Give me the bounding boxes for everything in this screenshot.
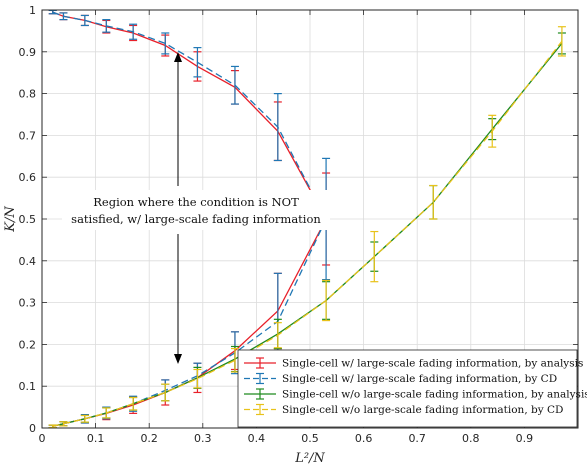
error-bar <box>102 407 111 419</box>
error-bar <box>59 12 68 21</box>
error-bar <box>557 26 566 57</box>
error-bar <box>273 92 282 162</box>
annotation-line-2: satisfied, w/ large-scale fading informa… <box>71 212 321 226</box>
error-bar <box>59 421 68 427</box>
y-axis-label: K/N <box>3 206 18 233</box>
error-bar <box>193 47 202 78</box>
x-tick-label: 0.3 <box>194 432 212 445</box>
error-bar <box>488 114 497 148</box>
error-bar <box>48 9 57 15</box>
x-tick-label: 0.5 <box>301 432 319 445</box>
y-tick-label: 0.7 <box>19 129 37 142</box>
x-tick-label: 0.9 <box>516 432 534 445</box>
y-tick-label: 0.4 <box>19 255 37 268</box>
y-tick-label: 0.5 <box>19 213 37 226</box>
error-bar <box>80 414 89 423</box>
x-tick-label: 0.1 <box>87 432 105 445</box>
error-bar <box>273 322 282 349</box>
x-tick-label: 0.7 <box>408 432 426 445</box>
error-bar <box>80 14 89 27</box>
series-line <box>52 40 563 427</box>
error-bar <box>370 230 379 283</box>
legend-label: Single-cell w/o large-scale fading infor… <box>282 389 587 401</box>
x-tick-label: 0.6 <box>355 432 373 445</box>
legend-label: Single-cell w/o large-scale fading infor… <box>282 404 563 416</box>
error-bar <box>161 383 170 402</box>
y-tick-label: 0.2 <box>19 338 37 351</box>
legend-entry: Single-cell w/ large-scale fading inform… <box>244 357 583 370</box>
error-bar <box>48 424 57 429</box>
legend-entry: Single-cell w/ large-scale fading inform… <box>244 372 557 385</box>
legend-label: Single-cell w/ large-scale fading inform… <box>282 373 557 385</box>
x-axis-label: L²/N <box>294 451 325 466</box>
y-tick-label: 0 <box>29 422 36 435</box>
annotation-line-1: Region where the condition is NOT <box>93 195 299 209</box>
legend: Single-cell w/ large-scale fading inform… <box>237 349 587 428</box>
annotation-background <box>62 190 330 230</box>
annotation: Region where the condition is NOT satisf… <box>62 52 330 364</box>
error-bar <box>429 184 438 220</box>
legend-label: Single-cell w/ large-scale fading inform… <box>282 358 583 370</box>
legend-box <box>237 349 578 428</box>
annotation-arrow-down-head <box>174 354 182 364</box>
legend-entry: Single-cell w/o large-scale fading infor… <box>244 403 563 416</box>
y-tick-label: 0.1 <box>19 380 37 393</box>
y-tick-label: 0.6 <box>19 171 37 184</box>
y-tick-label: 0.8 <box>19 88 37 101</box>
y-tick-label: 1 <box>29 4 36 17</box>
legend-entry: Single-cell w/o large-scale fading infor… <box>244 388 587 401</box>
series-4 <box>48 26 566 429</box>
error-bar <box>102 19 111 33</box>
x-tick-label: 0 <box>39 432 46 445</box>
error-bar <box>230 65 239 105</box>
error-bar <box>129 396 138 411</box>
x-tick-label: 0.8 <box>462 432 480 445</box>
x-tick-label: 0.2 <box>140 432 158 445</box>
annotation-arrow-up-head <box>174 52 182 62</box>
y-tick-label: 0.3 <box>19 297 37 310</box>
x-tick-label: 0.4 <box>248 432 266 445</box>
error-bar <box>161 32 170 55</box>
error-bar <box>322 279 331 322</box>
error-bar <box>193 368 202 389</box>
error-bar <box>129 23 138 40</box>
y-tick-label: 0.9 <box>19 46 37 59</box>
series-layer <box>48 9 566 429</box>
